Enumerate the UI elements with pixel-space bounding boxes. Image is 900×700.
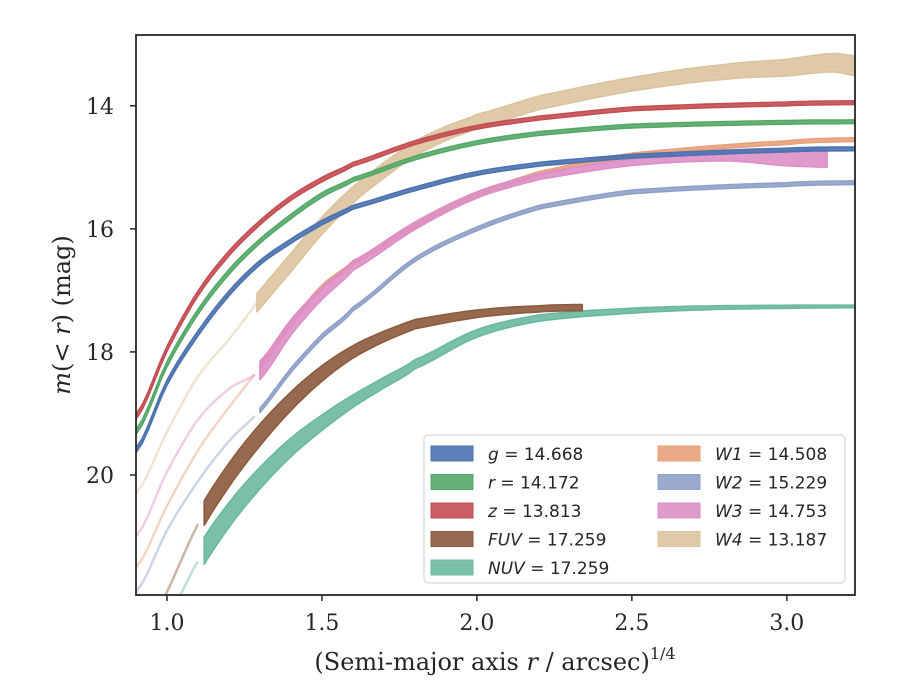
legend-item-z: z = 13.813 (430, 502, 581, 522)
legend-label-w4: W4 = 13.187 (715, 531, 827, 551)
legend-label-nuv: NUV = 17.259 (488, 559, 609, 579)
legend-swatch-fuv (430, 531, 474, 547)
legend-swatch-w3 (657, 502, 701, 519)
legend-swatch-g (430, 445, 474, 462)
series-fuv-extension (164, 523, 200, 595)
legend-label-g: g = 14.668 (488, 445, 583, 465)
series-w2-extension (136, 415, 256, 593)
series-w1-extension (136, 373, 256, 569)
x-tick-label: 3.0 (769, 611, 804, 636)
x-tick-label: 1.0 (149, 611, 184, 636)
legend-swatch-w4 (657, 531, 701, 547)
legend-label-w2: W2 = 15.229 (715, 474, 827, 494)
legend-swatch-nuv (430, 559, 474, 576)
series-layer (136, 52, 855, 595)
legend-swatch-r (430, 474, 474, 490)
legend-label-w1: W1 = 14.508 (715, 445, 827, 465)
series-w2-band (259, 180, 855, 414)
legend-swatch-w1 (657, 445, 701, 462)
legend-label-w3: W3 = 14.753 (715, 502, 827, 522)
legend-item-w2: W2 = 15.229 (657, 474, 827, 494)
x-axis-label: (Semi-major axis r / arcsec)1/4 (314, 644, 675, 676)
legend-item-r: r = 14.172 (430, 474, 580, 494)
legend-item-nuv: NUV = 17.259 (430, 559, 609, 579)
plot-frame (135, 34, 856, 596)
tick-layer: 1.0 1.5 2.0 2.5 3.0 14 16 18 20 (86, 95, 804, 636)
y-tick-label: 20 (86, 464, 114, 489)
series-z-band (136, 100, 855, 420)
legend: g = 14.668 r = 14.172 z = 13.813 FUV = 17.2… (423, 434, 846, 584)
legend-item-fuv: FUV = 17.259 (430, 531, 606, 551)
legend-item-w4: W4 = 13.187 (657, 531, 827, 551)
legend-label-fuv: FUV = 17.259 (488, 531, 606, 551)
y-tick-label: 14 (86, 95, 114, 120)
series-nuv-extension (178, 560, 200, 595)
series-w3-extension (136, 373, 256, 538)
y-tick-label: 18 (86, 341, 114, 366)
series-w3-band (259, 148, 828, 381)
x-tick-label: 1.5 (304, 611, 339, 636)
legend-swatch-z (430, 502, 474, 519)
series-w4-band (256, 52, 855, 313)
y-axis-label: m(< r) (mag) (48, 235, 76, 395)
legend-label-r: r = 14.172 (488, 474, 580, 494)
legend-label-z: z = 13.813 (487, 502, 581, 522)
series-nuv-band (203, 304, 855, 566)
x-tick-label: 2.5 (614, 611, 649, 636)
legend-swatch-w2 (657, 474, 701, 490)
series-g-band (136, 146, 855, 454)
legend-item-w3: W3 = 14.753 (657, 502, 827, 522)
x-tick-label: 2.0 (459, 611, 494, 636)
series-w4-extension (136, 301, 258, 495)
legend-box (423, 434, 846, 584)
series-r-band (136, 119, 855, 436)
series-fuv-band (203, 303, 584, 526)
y-tick-label: 16 (86, 218, 114, 243)
legend-item-w1: W1 = 14.508 (657, 445, 827, 465)
legend-item-g: g = 14.668 (430, 445, 583, 465)
